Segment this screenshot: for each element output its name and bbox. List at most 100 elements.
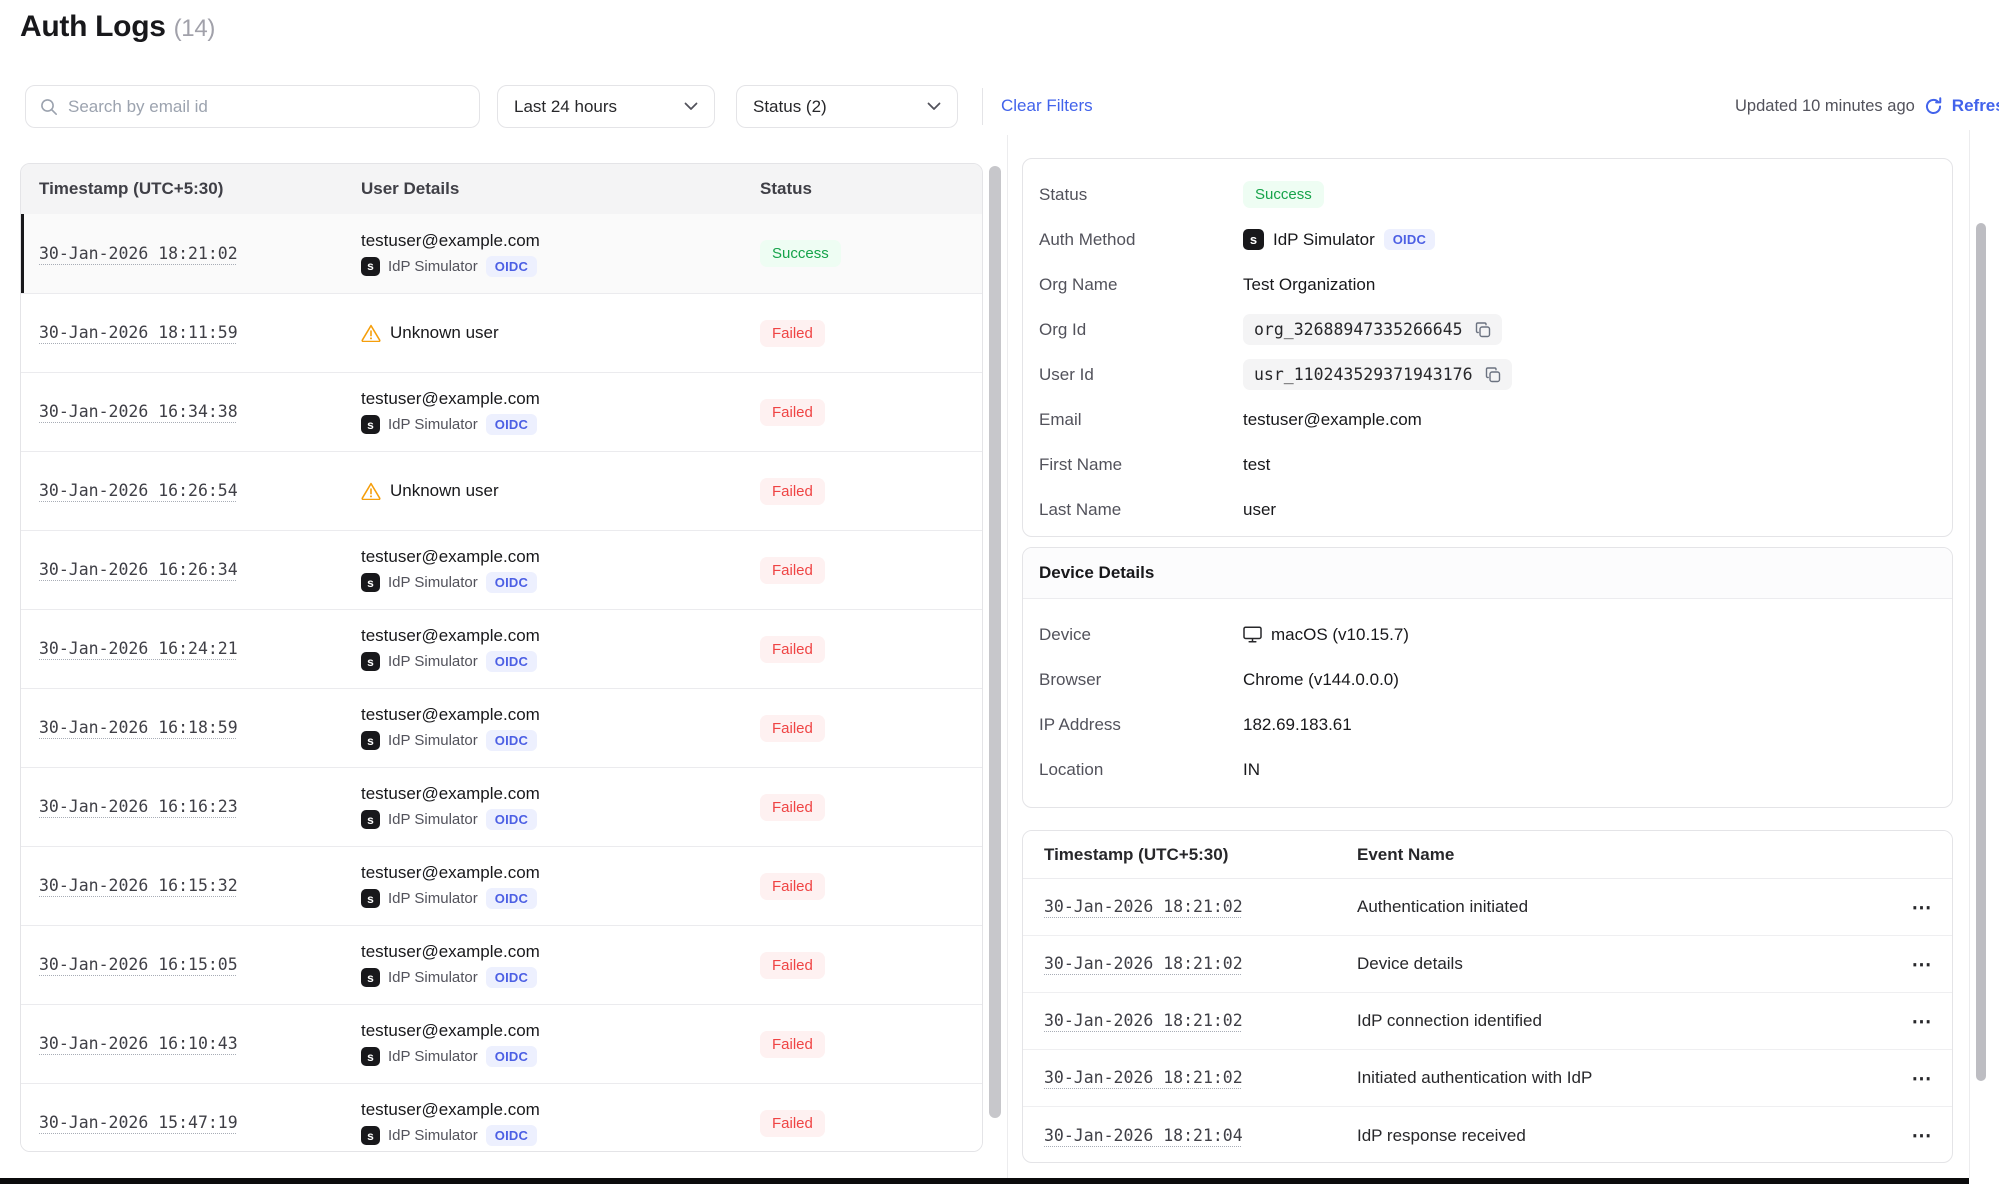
detail-org-name-label: Org Name bbox=[1039, 274, 1118, 294]
row-timestamp: 30-Jan-2026 16:26:54 bbox=[39, 481, 238, 500]
row-user-email: testuser@example.com bbox=[361, 705, 540, 724]
event-row: 30-Jan-2026 18:21:02 Device details ⋯ bbox=[1023, 936, 1952, 993]
event-row: 30-Jan-2026 18:21:04 IdP response receiv… bbox=[1023, 1107, 1952, 1162]
table-row[interactable]: 30-Jan-2026 18:21:02 testuser@example.co… bbox=[21, 214, 982, 293]
events-col-timestamp: Timestamp (UTC+5:30) bbox=[1044, 844, 1229, 864]
status-badge: Success bbox=[760, 240, 841, 267]
row-timestamp: 30-Jan-2026 16:24:21 bbox=[39, 639, 238, 658]
table-row[interactable]: 30-Jan-2026 16:16:23 testuser@example.co… bbox=[21, 767, 982, 846]
clear-filters-link[interactable]: Clear Filters bbox=[1001, 96, 1093, 115]
table-row[interactable]: 30-Jan-2026 16:15:32 testuser@example.co… bbox=[21, 846, 982, 925]
events-col-name: Event Name bbox=[1357, 844, 1455, 864]
oidc-badge: OIDC bbox=[485, 1125, 538, 1146]
status-badge: Failed bbox=[760, 1109, 825, 1137]
status-badge: Failed bbox=[760, 319, 825, 347]
idp-simulator-icon: s bbox=[361, 731, 380, 750]
idp-simulator-label: IdP Simulator bbox=[388, 1127, 478, 1144]
ellipsis-menu-icon[interactable]: ⋯ bbox=[1911, 953, 1933, 976]
idp-simulator-label: IdP Simulator bbox=[388, 416, 478, 433]
row-user-email: testuser@example.com bbox=[361, 784, 540, 803]
page-title: Auth Logs (14) bbox=[20, 10, 215, 44]
search-box[interactable] bbox=[25, 85, 480, 128]
status-filter-select[interactable]: Status (2) bbox=[736, 85, 958, 128]
time-range-select[interactable]: Last 24 hours bbox=[497, 85, 715, 128]
event-name: Authentication initiated bbox=[1357, 897, 1529, 916]
table-row[interactable]: 30-Jan-2026 18:11:59 Unknown user Failed bbox=[21, 293, 982, 372]
oidc-badge: OIDC bbox=[485, 572, 538, 593]
browser-value: Chrome (v144.0.0.0) bbox=[1243, 669, 1399, 689]
row-user-email: testuser@example.com bbox=[361, 389, 540, 408]
table-row[interactable]: 30-Jan-2026 16:34:38 testuser@example.co… bbox=[21, 372, 982, 451]
idp-simulator-icon: s bbox=[361, 652, 380, 671]
detail-last-name-label: Last Name bbox=[1039, 499, 1122, 519]
device-details-card: Device Details Device macOS (v10.15.7) B… bbox=[1022, 547, 1953, 808]
detail-panel-scrollbar[interactable] bbox=[1976, 223, 1986, 1081]
idp-simulator-label: IdP Simulator bbox=[388, 732, 478, 749]
monitor-icon bbox=[1243, 626, 1262, 643]
warning-icon bbox=[361, 482, 381, 500]
row-user-email: testuser@example.com bbox=[361, 1100, 540, 1119]
page-title-text: Auth Logs bbox=[20, 10, 166, 43]
ellipsis-menu-icon[interactable]: ⋯ bbox=[1911, 896, 1933, 919]
right-scrollbar-track bbox=[1969, 130, 1970, 1178]
event-name: IdP connection identified bbox=[1357, 1011, 1542, 1030]
row-timestamp: 30-Jan-2026 18:11:59 bbox=[39, 323, 238, 342]
ellipsis-menu-icon[interactable]: ⋯ bbox=[1911, 1067, 1933, 1090]
refresh-icon[interactable] bbox=[1924, 96, 1943, 116]
auth-detail-card: Status Success Auth Method s IdP Simulat… bbox=[1022, 158, 1953, 537]
log-table-header: Timestamp (UTC+5:30) User Details Status bbox=[21, 164, 982, 214]
row-timestamp: 30-Jan-2026 16:34:38 bbox=[39, 402, 238, 421]
col-status: Status bbox=[760, 179, 812, 198]
row-user-unknown: Unknown user bbox=[390, 323, 499, 342]
detail-status-badge: Success bbox=[1243, 181, 1324, 208]
time-range-value: Last 24 hours bbox=[514, 96, 618, 116]
ellipsis-menu-icon[interactable]: ⋯ bbox=[1911, 1125, 1933, 1147]
status-filter-value: Status (2) bbox=[753, 96, 827, 116]
detail-auth-method-label: Auth Method bbox=[1039, 229, 1136, 249]
oidc-badge: OIDC bbox=[485, 730, 538, 751]
idp-simulator-icon: s bbox=[1243, 229, 1264, 250]
detail-first-name-label: First Name bbox=[1039, 454, 1123, 474]
updated-timestamp: Updated 10 minutes ago bbox=[1735, 96, 1915, 115]
idp-simulator-icon: s bbox=[361, 889, 380, 908]
table-row[interactable]: 30-Jan-2026 16:24:21 testuser@example.co… bbox=[21, 609, 982, 688]
table-row[interactable]: 30-Jan-2026 15:47:19 testuser@example.co… bbox=[21, 1083, 982, 1151]
event-timestamp: 30-Jan-2026 18:21:02 bbox=[1044, 1011, 1243, 1030]
idp-simulator-label: IdP Simulator bbox=[388, 969, 478, 986]
detail-org-id-label: Org Id bbox=[1039, 319, 1087, 339]
table-row[interactable]: 30-Jan-2026 16:18:59 testuser@example.co… bbox=[21, 688, 982, 767]
table-row[interactable]: 30-Jan-2026 16:26:54 Unknown user Failed bbox=[21, 451, 982, 530]
detail-status-label: Status bbox=[1039, 184, 1088, 204]
detail-user-id-label: User Id bbox=[1039, 364, 1094, 384]
search-icon bbox=[40, 98, 58, 116]
search-input[interactable] bbox=[68, 96, 465, 117]
idp-simulator-label: IdP Simulator bbox=[388, 574, 478, 591]
refresh-button[interactable]: Refresh bbox=[1951, 96, 1999, 115]
event-row: 30-Jan-2026 18:21:02 IdP connection iden… bbox=[1023, 993, 1952, 1050]
row-timestamp: 30-Jan-2026 16:18:59 bbox=[39, 718, 238, 737]
status-badge: Failed bbox=[760, 477, 825, 505]
oidc-badge: OIDC bbox=[485, 809, 538, 830]
location-value: IN bbox=[1243, 759, 1260, 779]
copy-icon[interactable] bbox=[1485, 366, 1501, 383]
log-table-scrollbar[interactable] bbox=[989, 166, 1001, 1118]
status-badge: Failed bbox=[760, 951, 825, 979]
table-row[interactable]: 30-Jan-2026 16:10:43 testuser@example.co… bbox=[21, 1004, 982, 1083]
idp-simulator-icon: s bbox=[361, 1047, 380, 1066]
table-row[interactable]: 30-Jan-2026 16:15:05 testuser@example.co… bbox=[21, 925, 982, 1004]
chevron-down-icon bbox=[927, 102, 941, 111]
row-timestamp: 30-Jan-2026 16:26:34 bbox=[39, 560, 238, 579]
oidc-badge: OIDC bbox=[485, 1046, 538, 1067]
row-timestamp: 30-Jan-2026 18:21:02 bbox=[39, 243, 238, 263]
copy-icon[interactable] bbox=[1475, 321, 1491, 338]
idp-simulator-icon: s bbox=[361, 256, 380, 276]
idp-simulator-icon: s bbox=[361, 415, 380, 434]
idp-simulator-icon: s bbox=[361, 810, 380, 829]
table-row[interactable]: 30-Jan-2026 16:26:34 testuser@example.co… bbox=[21, 530, 982, 609]
detail-first-name-value: test bbox=[1243, 454, 1271, 474]
oidc-badge: OIDC bbox=[485, 888, 538, 909]
ellipsis-menu-icon[interactable]: ⋯ bbox=[1911, 1010, 1933, 1033]
warning-icon bbox=[361, 324, 381, 342]
status-badge: Failed bbox=[760, 1030, 825, 1058]
idp-simulator-label: IdP Simulator bbox=[388, 653, 478, 670]
